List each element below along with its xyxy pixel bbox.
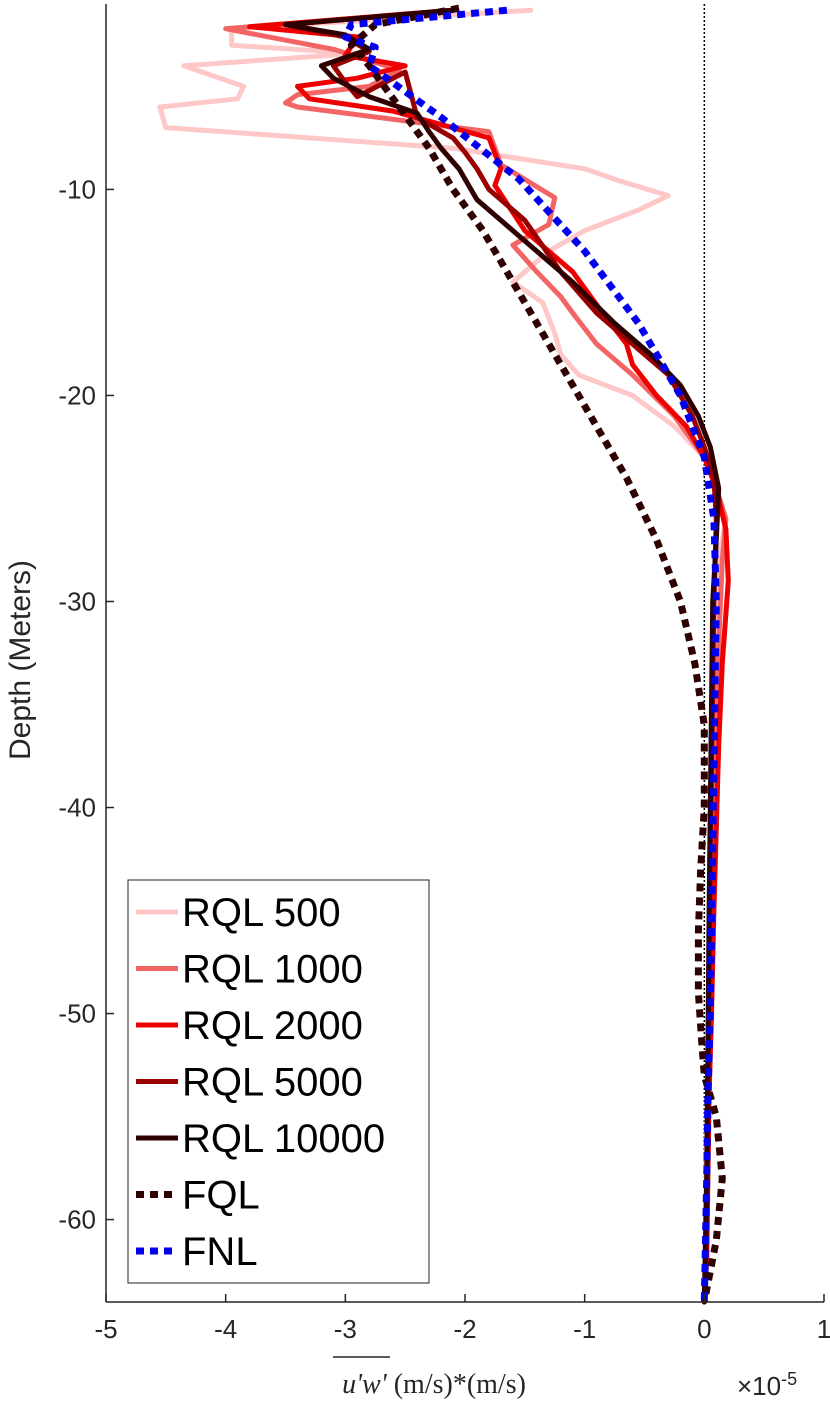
series-layer (157, 4, 731, 1305)
legend-label: RQL 10000 (182, 1117, 385, 1161)
x-tick-label: 0 (697, 1314, 711, 1344)
svg-text:u'w' (m/s)*(m/s): u'w' (m/s)*(m/s) (342, 1369, 526, 1400)
legend-label: FQL (182, 1174, 260, 1218)
x-tick-label: -1 (573, 1314, 596, 1344)
y-tick-labels: -60 -50 -40 -30 -20 -10 (58, 174, 96, 1234)
y-tick-label: -10 (58, 174, 96, 204)
legend-label: RQL 500 (182, 891, 341, 935)
x-tick-label: -4 (214, 1314, 237, 1344)
x-tick-label: -2 (453, 1314, 476, 1344)
legend: RQL 500 RQL 1000 RQL 2000 RQL 5000 RQL 10000… (127, 879, 430, 1284)
axes-layer (105, 4, 825, 1303)
y-tick-label: -50 (58, 999, 96, 1029)
x-axis-label-variable: u'w' (342, 1369, 388, 1400)
y-tick-label: -60 (58, 1205, 96, 1235)
legend-label: RQL 2000 (182, 1004, 363, 1048)
x-axis-label: u'w' (m/s)*(m/s) (333, 1356, 526, 1400)
x-tick-label: -3 (334, 1314, 357, 1344)
x-axis-multiplier: ×10-5 (737, 1369, 797, 1401)
series-line-fql (347, 4, 726, 1303)
series-line-fnl (341, 6, 720, 1303)
legend-label: RQL 1000 (182, 948, 363, 992)
y-tick-label: -20 (58, 380, 96, 410)
legend-box (127, 879, 430, 1284)
x-tick-label: -5 (94, 1314, 117, 1344)
y-tick-label: -40 (58, 793, 96, 823)
x-axis-multiplier-exponent: -5 (781, 1369, 797, 1389)
series-line-rql-2000 (247, 7, 731, 1305)
y-tick-label: -30 (58, 586, 96, 616)
series-line-rql-10000 (283, 7, 722, 1305)
x-axis-label-units: (m/s)*(m/s) (387, 1369, 526, 1400)
legend-label: FNL (182, 1230, 258, 1274)
x-tick-labels: -5 -4 -3 -2 -1 0 1 (94, 1314, 830, 1344)
x-tick-label: 1 (817, 1314, 830, 1344)
y-axis-label: Depth (Meters) (4, 560, 37, 760)
legend-label: RQL 5000 (182, 1061, 363, 1105)
